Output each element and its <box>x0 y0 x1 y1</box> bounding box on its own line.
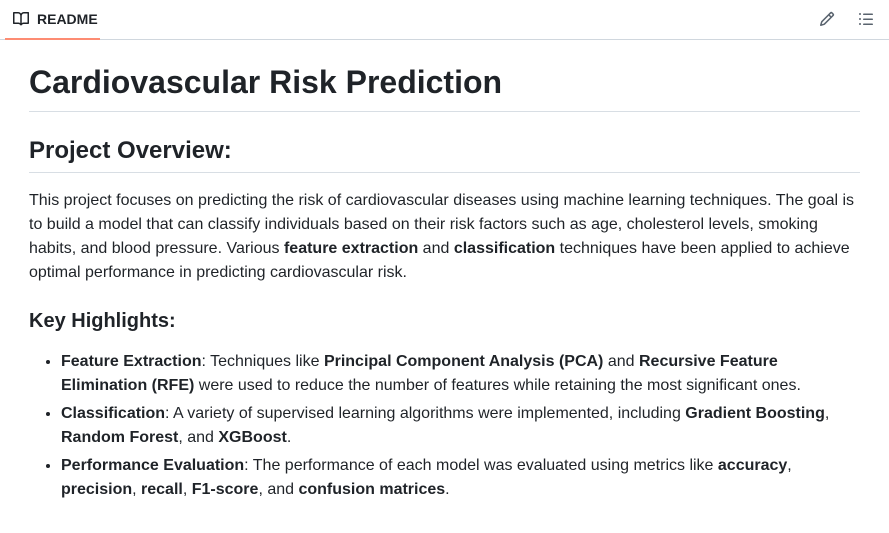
highlight-term: Performance Evaluation <box>61 457 245 474</box>
overview-text: This project focuses on predicting the r… <box>29 192 855 257</box>
highlight-term: Principal Component Analysis (PCA) <box>323 353 604 370</box>
highlights-list: Feature Extraction: Techniques like Prin… <box>29 350 860 502</box>
overview-heading: Project Overview: <box>29 136 860 173</box>
highlight-term: Random Forest <box>61 429 179 446</box>
highlight-term: accuracy <box>717 457 788 474</box>
highlight-term: Recursive Feature Elimination (RFE) <box>61 353 778 394</box>
highlight-term: precision <box>61 481 133 498</box>
highlight-text: and <box>603 353 639 370</box>
book-icon <box>13 11 29 27</box>
overview-paragraph: This project focuses on predicting the r… <box>29 189 860 285</box>
highlight-text: : The performance of each model was eval… <box>244 457 718 474</box>
highlight-term: Gradient Boosting <box>685 405 825 422</box>
readme-tabbar: README <box>0 0 889 40</box>
highlights-heading: Key Highlights: <box>29 310 176 332</box>
overview-bold-text: classification <box>453 240 556 257</box>
highlight-text: : A variety of supervised learning algor… <box>165 405 686 422</box>
list-item: Classification: A variety of supervised … <box>61 402 860 450</box>
highlight-term: F1-score <box>191 481 259 498</box>
overview-bold-text: feature extraction <box>283 240 419 257</box>
outline-button[interactable] <box>854 7 878 31</box>
edit-file-button[interactable] <box>815 7 839 31</box>
highlight-term: Feature Extraction <box>61 353 202 370</box>
highlight-term: confusion matrices <box>298 481 446 498</box>
highlight-text: , and <box>258 481 299 498</box>
highlight-text: , <box>787 457 792 474</box>
highlight-text: , <box>132 481 142 498</box>
highlight-text: : Techniques like <box>201 353 324 370</box>
readme-title: Cardiovascular Risk Prediction <box>29 62 860 112</box>
overview-text: techniques have been applied to achieve … <box>29 240 850 281</box>
list-icon <box>858 11 874 27</box>
highlight-text: were used to reduce the number of featur… <box>194 377 801 394</box>
highlight-text: . <box>445 481 450 498</box>
highlight-text: , <box>182 481 192 498</box>
readme-content: Cardiovascular Risk Prediction Project O… <box>29 62 860 506</box>
tab-readme[interactable]: README <box>5 0 100 40</box>
highlight-text: , <box>824 405 830 422</box>
highlight-term: recall <box>141 481 183 498</box>
list-item: Feature Extraction: Techniques like Prin… <box>61 350 860 398</box>
pencil-icon <box>819 11 835 27</box>
highlight-text: , and <box>178 429 219 446</box>
highlight-term: Classification <box>61 405 166 422</box>
list-item: Performance Evaluation: The performance … <box>61 454 860 502</box>
tab-readme-label: README <box>37 11 98 27</box>
overview-text: and <box>418 240 454 257</box>
highlight-term: XGBoost <box>218 429 287 446</box>
highlight-text: . <box>286 429 292 446</box>
